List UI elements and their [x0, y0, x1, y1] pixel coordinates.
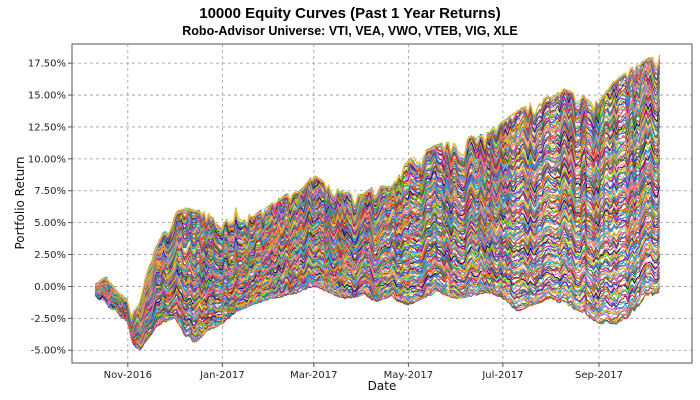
x-tick-label: Jan-2017: [199, 370, 244, 381]
equity-curve: [94, 211, 660, 337]
x-axis-ticks: Nov-2016 Jan-2017 Mar-2017 May-2017 Jul-2017…: [104, 363, 623, 381]
equity-curve: [95, 236, 660, 339]
equity-curve: [94, 173, 660, 333]
equity-curve: [94, 250, 660, 343]
x-tick-label: Sep-2017: [575, 370, 623, 381]
equity-curves: [94, 55, 660, 351]
equity-curve: [94, 96, 660, 328]
equity-curve: [94, 84, 660, 324]
equity-curve: [95, 56, 660, 319]
equity-curve: [94, 223, 660, 338]
x-axis-label: Date: [368, 379, 397, 393]
y-tick-label: 5.00%: [34, 218, 66, 229]
x-tick-label: Mar-2017: [290, 370, 337, 381]
equity-curve: [94, 269, 660, 347]
y-tick-label: 17.50%: [28, 59, 66, 70]
equity-curve: [94, 241, 660, 341]
y-axis-label: Portfolio Return: [13, 157, 27, 250]
x-tick-label: May-2017: [384, 370, 434, 381]
plot-frame: [71, 43, 693, 364]
equity-curve: [94, 274, 660, 346]
equity-curve: [94, 94, 660, 325]
y-tick-label: 12.50%: [28, 122, 66, 133]
y-tick-label: 2.50%: [34, 250, 66, 261]
y-tick-label: 7.50%: [34, 186, 66, 197]
x-tick-label: Nov-2016: [104, 370, 152, 381]
y-tick-label: 10.00%: [28, 154, 66, 165]
chart-subtitle: Robo-Advisor Universe: VTI, VEA, VWO, VT…: [182, 24, 517, 38]
chart-title: 10000 Equity Curves (Past 1 Year Returns…: [199, 5, 501, 22]
equity-curve: [94, 214, 660, 339]
y-tick-label: 0.00%: [34, 282, 66, 293]
equity-curve: [94, 252, 660, 343]
equity-curve: [94, 171, 660, 334]
y-tick-label: 15.00%: [28, 91, 66, 102]
equity-curve: [94, 177, 660, 330]
equity-curve: [94, 152, 660, 328]
equity-curve: [94, 244, 660, 344]
y-tick-label: -2.50%: [31, 314, 66, 325]
equity-curve: [94, 162, 660, 331]
x-tick-label: Jul-2017: [481, 370, 523, 381]
y-axis-ticks: -5.00% -2.50% 0.00% 2.50% 5.00% 7.50% 10.00% 12…: [28, 59, 72, 357]
y-tick-label: -5.00%: [31, 346, 66, 357]
equity-curve: [94, 205, 660, 337]
